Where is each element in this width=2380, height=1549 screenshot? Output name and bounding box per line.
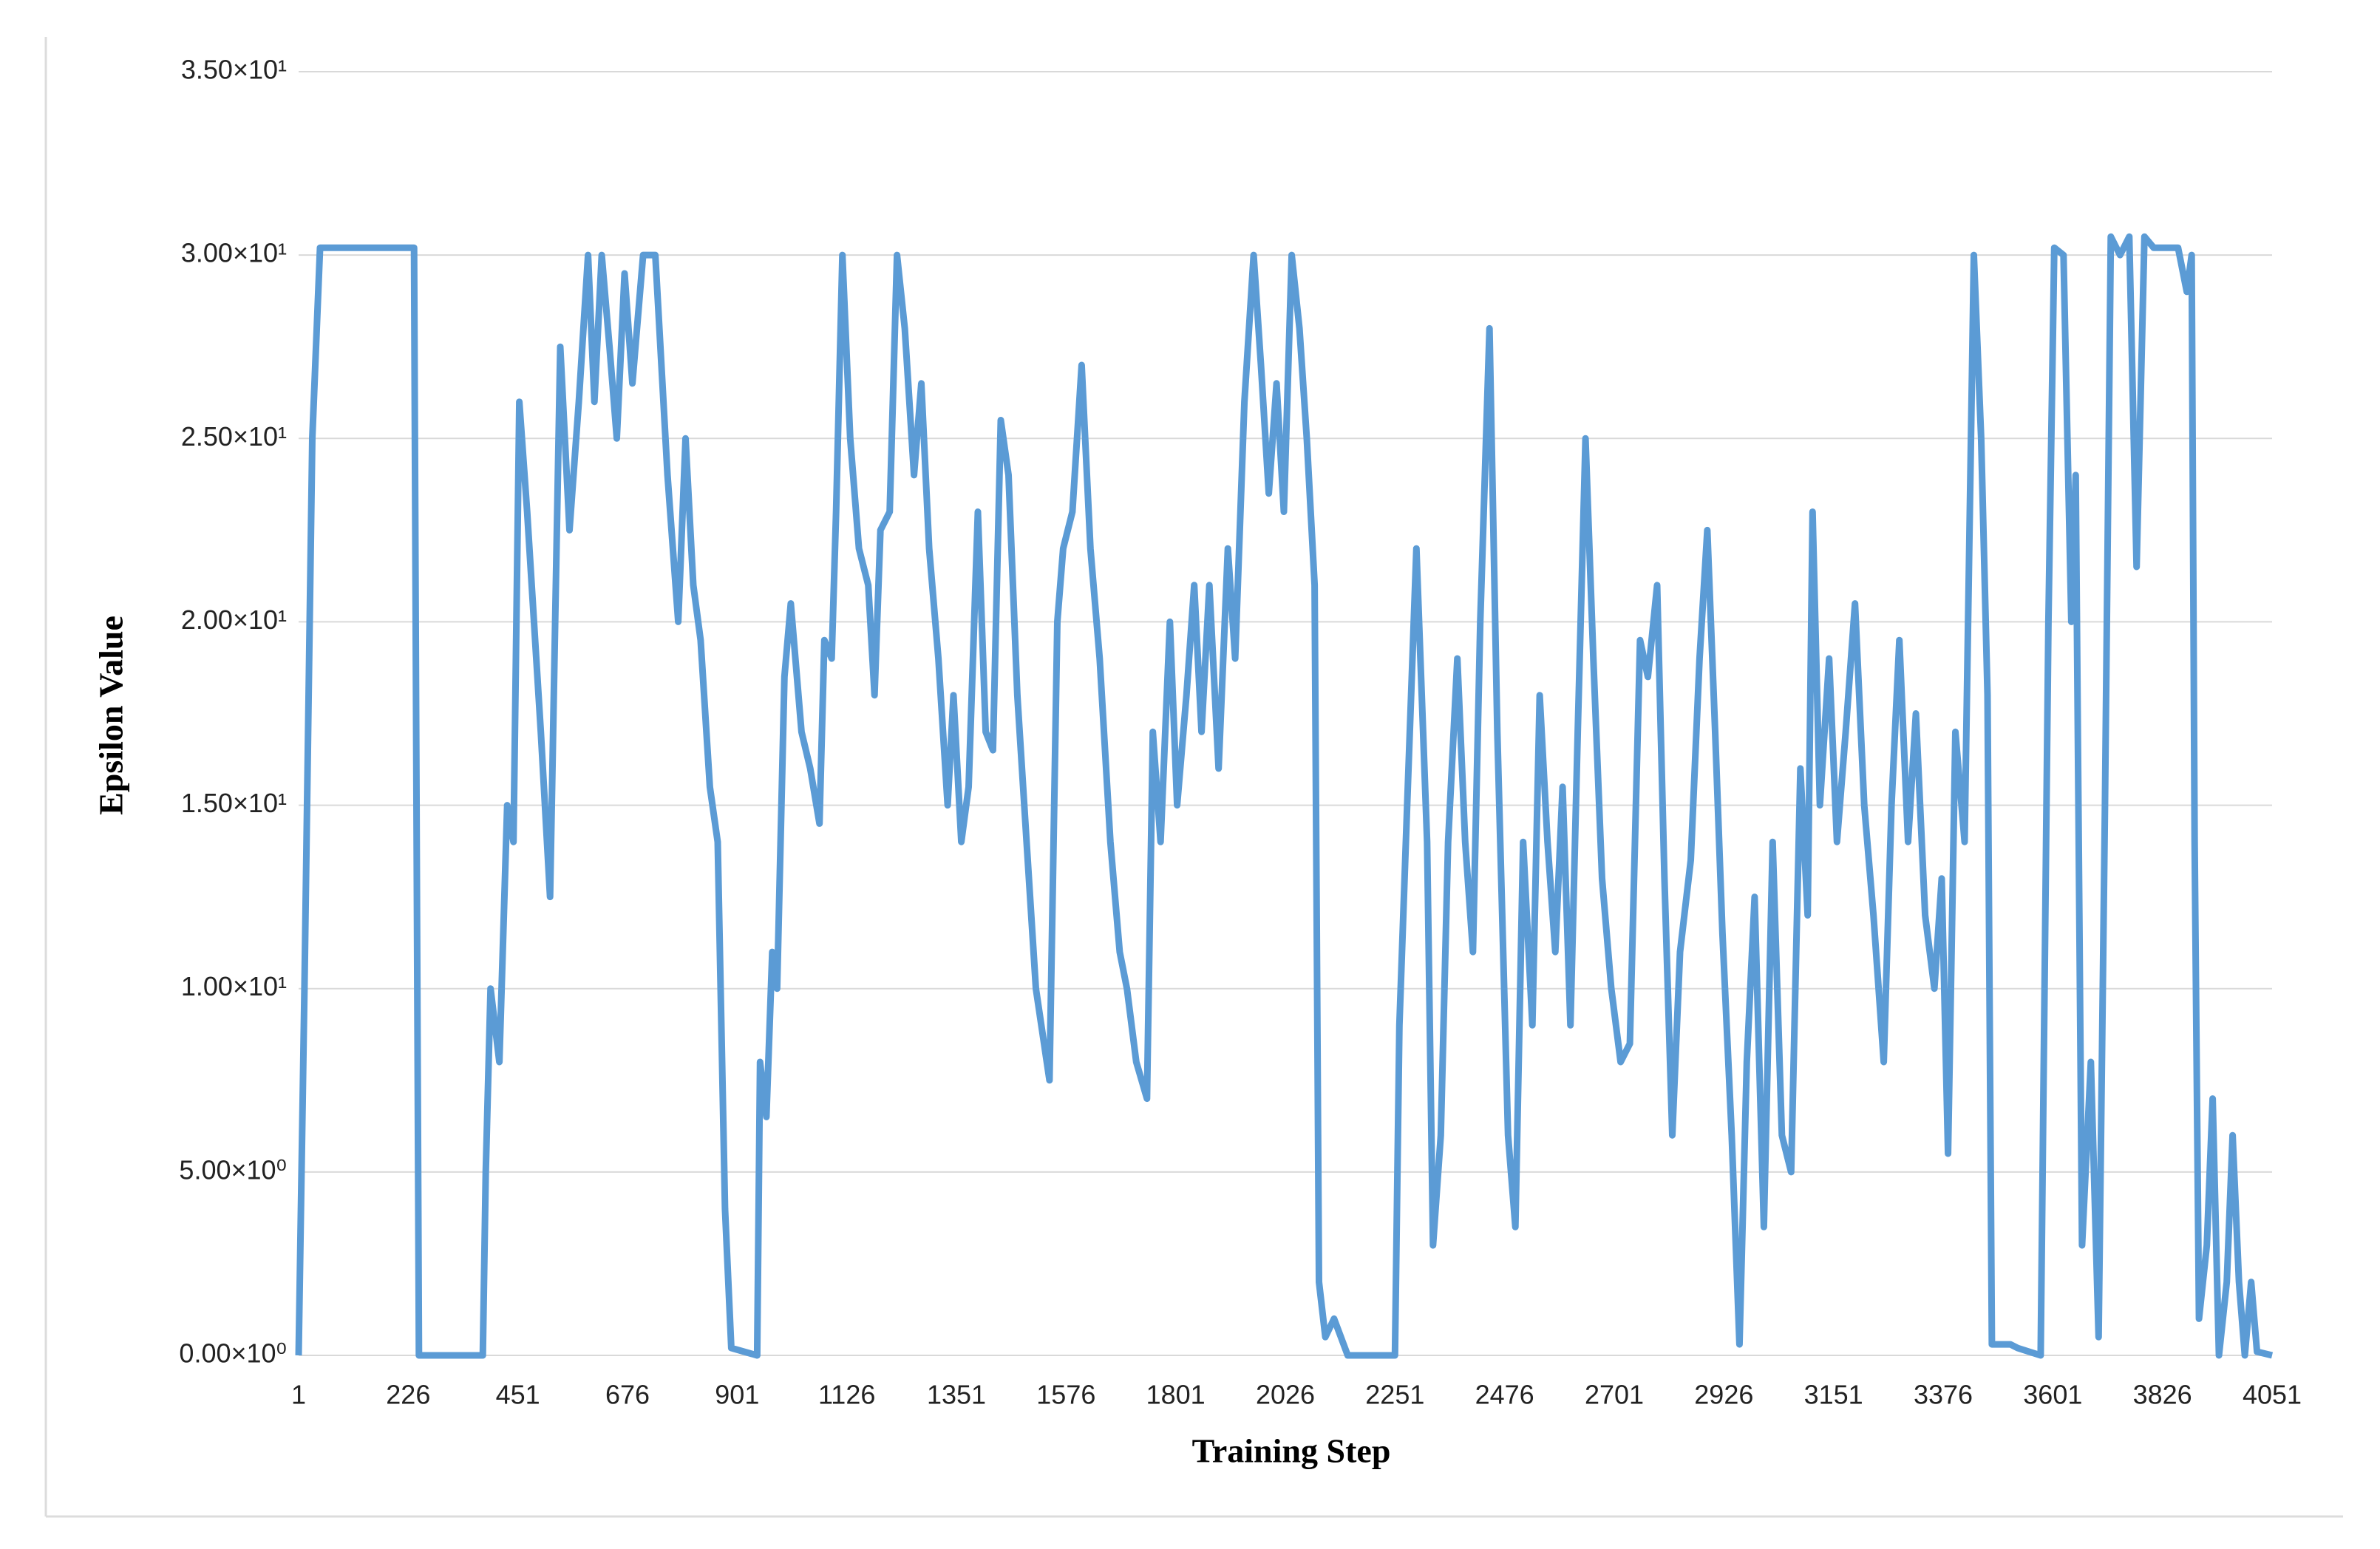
x-tick-label: 3151 (1804, 1380, 1863, 1410)
x-tick-label: 2026 (1256, 1380, 1315, 1410)
x-tick-label: 226 (386, 1380, 430, 1410)
x-tick-label: 1801 (1146, 1380, 1206, 1410)
x-axis-title: Training Step (1192, 1432, 1391, 1470)
x-tick-label: 3376 (1914, 1380, 1973, 1410)
x-tick-label: 901 (715, 1380, 759, 1410)
x-tick-label: 2926 (1694, 1380, 1753, 1410)
y-tick-label: 3.00×10¹ (181, 238, 287, 268)
y-axis-title: Epsilon Value (92, 616, 130, 815)
x-tick-label: 676 (605, 1380, 650, 1410)
x-tick-label: 1576 (1036, 1380, 1095, 1410)
y-tick-label: 2.50×10¹ (181, 421, 287, 452)
x-tick-label: 2476 (1475, 1380, 1534, 1410)
y-tick-label: 5.00×10⁰ (179, 1154, 287, 1185)
y-tick-label: 3.50×10¹ (181, 55, 287, 85)
y-tick-label: 1.50×10¹ (181, 788, 287, 818)
x-tick-label: 3601 (2023, 1380, 2082, 1410)
y-tick-label: 1.00×10¹ (181, 971, 287, 1001)
y-tick-label: 0.00×10⁰ (179, 1338, 287, 1369)
x-tick-label: 451 (496, 1380, 540, 1410)
x-tick-label: 2701 (1585, 1380, 1644, 1410)
data-line (295, 233, 2274, 1359)
x-tick-label: 3826 (2133, 1380, 2192, 1410)
y-tick-label: 2.00×10¹ (181, 605, 287, 635)
x-tick-label: 1126 (818, 1380, 875, 1410)
x-tick-label: 2251 (1365, 1380, 1424, 1410)
x-tick-label: 1351 (927, 1380, 986, 1410)
x-tick-label: 1 (291, 1380, 306, 1410)
x-tick-label: 4051 (2243, 1380, 2302, 1410)
